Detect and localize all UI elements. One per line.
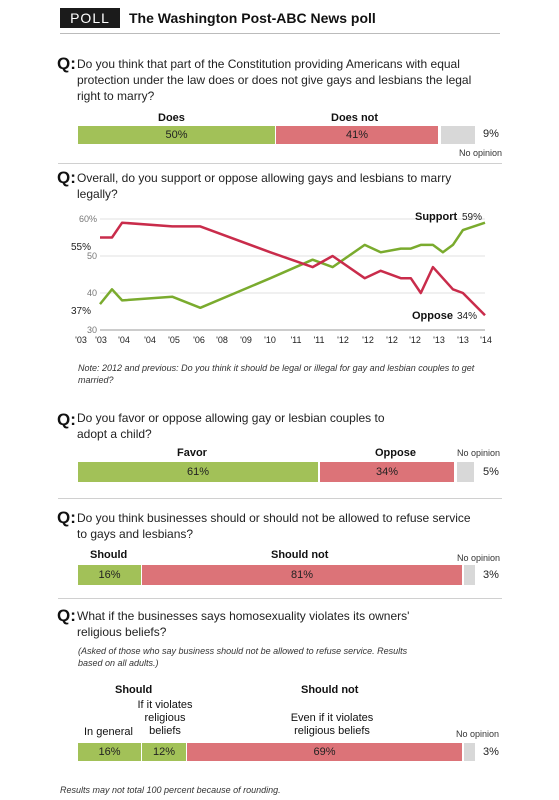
q5-subnote: (Asked of those who say business should … xyxy=(78,646,408,668)
q4-label-should: Should xyxy=(90,549,128,561)
header-divider xyxy=(60,33,500,34)
q1-bar-noop xyxy=(441,126,475,144)
trend-chart: 60% 50 40 30 '03 '03 '04 '04 '05 '06 '08 '09 '10 '11… xyxy=(71,211,492,345)
y-tick-label: 60% xyxy=(79,214,97,224)
x-tick-label: '12 xyxy=(409,335,421,345)
q5-text: What if the businesses says homosexualit… xyxy=(77,609,410,639)
q4-noop-label: No opinion xyxy=(457,553,501,563)
footer-note: Results may not total 100 percent becaus… xyxy=(60,785,281,795)
y-tick-label: 40 xyxy=(87,288,97,298)
q3-text: Do you favor or oppose allowing gay or l… xyxy=(77,411,385,441)
x-tick-label: '03 xyxy=(75,335,87,345)
q5-sub-even-if: Even if it violates religious beliefs xyxy=(290,712,374,737)
y-tick-label: 50 xyxy=(87,251,97,261)
x-tick-label: '06 xyxy=(193,335,205,345)
oppose-line xyxy=(100,221,486,317)
q5-bar-noop xyxy=(464,743,475,761)
q5-noop-label: No opinion xyxy=(456,729,500,739)
x-tick-label: '03 xyxy=(95,335,107,345)
q4-marker: Q: xyxy=(57,508,76,527)
q1-marker: Q: xyxy=(57,54,76,73)
q5-sub-violates: If it violates religious beliefs xyxy=(137,699,193,737)
oppose-end-value: 34% xyxy=(457,311,477,322)
q3-bar-oppose: 34% xyxy=(320,462,454,482)
q5-group-should-not: Should not xyxy=(301,684,359,696)
x-tick-label: '11 xyxy=(313,335,324,345)
q5-group-should: Should xyxy=(115,684,153,696)
q2-marker: Q: xyxy=(57,168,76,187)
support-series-label: Support xyxy=(415,211,457,223)
x-tick-label: '14 xyxy=(480,335,492,345)
q4-bar-should: 16% xyxy=(78,565,141,585)
header-title: The Washington Post-ABC News poll xyxy=(129,10,376,26)
q4-bar-should-not: 81% xyxy=(142,565,462,585)
q3-marker: Q: xyxy=(57,410,76,429)
x-tick-label: '12 xyxy=(386,335,398,345)
support-line xyxy=(99,221,486,310)
q3-label-oppose: Oppose xyxy=(375,447,416,459)
q5-sub-in-general: In general xyxy=(84,726,133,738)
q3-bar-favor: 61% xyxy=(78,462,318,482)
q4-noop-value: 3% xyxy=(483,569,499,581)
x-tick-label: '12 xyxy=(337,335,349,345)
x-tick-label: '13 xyxy=(457,335,469,345)
q5-bar-in-general: 16% xyxy=(78,743,141,761)
q4-text: Do you think businesses should or should… xyxy=(77,511,471,541)
x-tick-label: '12 xyxy=(362,335,374,345)
q2-note: Note: 2012 and previous: Do you think it… xyxy=(78,363,475,385)
q1-text: Do you think that part of the Constituti… xyxy=(77,57,472,103)
x-tick-label: '11 xyxy=(290,335,301,345)
q1-label-does-not: Does not xyxy=(331,112,379,124)
start-oppose-label: 55% xyxy=(71,242,91,253)
support-end-value: 59% xyxy=(462,212,482,223)
q1-noop-label: No opinion xyxy=(459,148,503,158)
q3-noop-value: 5% xyxy=(483,466,499,478)
q5-bar-violates: 12% xyxy=(142,743,186,761)
x-tick-label: '13 xyxy=(433,335,445,345)
start-support-label: 37% xyxy=(71,306,91,317)
x-tick-label: '04 xyxy=(118,335,130,345)
q5-marker: Q: xyxy=(57,606,76,625)
oppose-series-label: Oppose xyxy=(412,310,453,322)
x-tick-label: '08 xyxy=(216,335,228,345)
q3-label-favor: Favor xyxy=(177,447,207,459)
x-tick-label: '10 xyxy=(264,335,276,345)
y-tick-label: 30 xyxy=(87,325,97,335)
q1-label-does: Does xyxy=(158,112,185,124)
q3-divider xyxy=(58,498,502,499)
x-tick-label: '05 xyxy=(168,335,180,345)
q2-text: Overall, do you support or oppose allowi… xyxy=(77,171,452,201)
q1-bar-does: 50% xyxy=(78,126,275,144)
x-tick-label: '04 xyxy=(144,335,156,345)
poll-badge: POLL xyxy=(60,8,120,28)
q1-noop-value: 9% xyxy=(483,128,499,140)
q4-label-should-not: Should not xyxy=(271,549,329,561)
q3-noop-label: No opinion xyxy=(457,448,501,458)
q4-bar-noop xyxy=(464,565,475,585)
x-tick-label: '09 xyxy=(240,335,252,345)
q1-divider xyxy=(58,163,502,164)
q5-bar-even-if: 69% xyxy=(187,743,462,761)
q1-bar-does-not: 41% xyxy=(276,126,438,144)
q5-noop-value: 3% xyxy=(483,746,499,758)
q3-bar-noop xyxy=(457,462,474,482)
q4-divider xyxy=(58,598,502,599)
